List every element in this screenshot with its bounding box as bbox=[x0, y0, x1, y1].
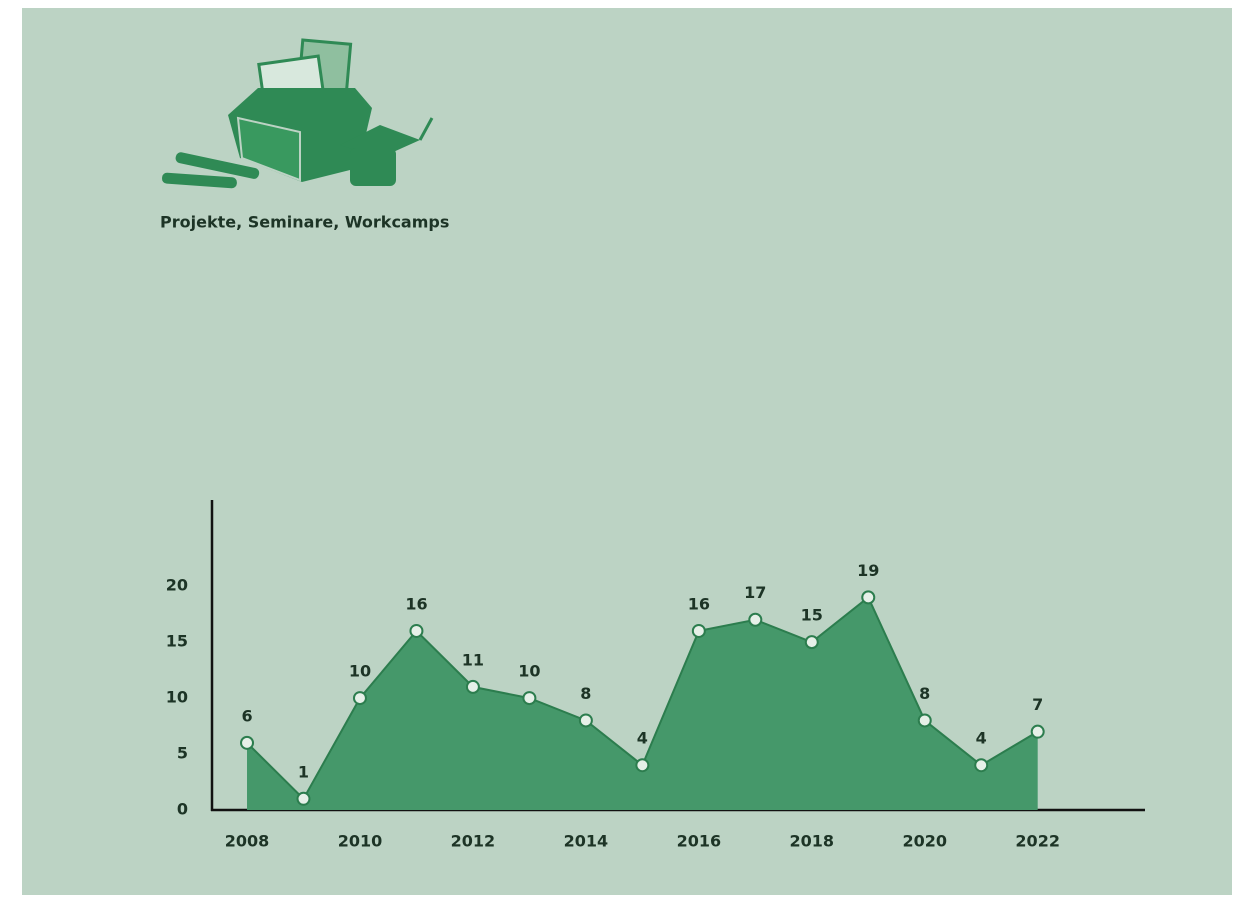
y-tick-label: 20 bbox=[166, 576, 188, 595]
value-label: 7 bbox=[1032, 695, 1043, 714]
marker bbox=[635, 758, 650, 773]
x-tick-label: 2012 bbox=[451, 832, 496, 851]
y-tick-label: 15 bbox=[166, 632, 188, 651]
marker bbox=[240, 735, 255, 750]
value-label: 10 bbox=[349, 662, 371, 681]
value-label: 4 bbox=[976, 729, 987, 748]
marker bbox=[691, 623, 706, 638]
value-label: 8 bbox=[580, 684, 591, 703]
area bbox=[247, 597, 1038, 810]
value-label: 8 bbox=[919, 684, 930, 703]
marker bbox=[861, 590, 876, 605]
value-label: 1 bbox=[298, 762, 309, 781]
x-tick-label: 2022 bbox=[1015, 832, 1060, 851]
marker bbox=[296, 791, 311, 806]
x-tick-label: 2018 bbox=[790, 832, 835, 851]
x-tick-label: 2014 bbox=[564, 832, 609, 851]
y-tick-label: 5 bbox=[177, 744, 188, 763]
y-tick-label: 10 bbox=[166, 688, 188, 707]
marker bbox=[465, 679, 480, 694]
x-tick-label: 2020 bbox=[902, 832, 947, 851]
marker bbox=[578, 713, 593, 728]
value-label: 19 bbox=[857, 561, 879, 580]
marker bbox=[1030, 724, 1045, 739]
marker bbox=[522, 691, 537, 706]
value-label: 16 bbox=[405, 594, 427, 613]
chart-title: Projekte, Seminare, Workcamps bbox=[160, 213, 449, 232]
y-tick-label: 0 bbox=[177, 800, 188, 819]
marker bbox=[804, 635, 819, 650]
value-label: 16 bbox=[688, 594, 710, 613]
marker bbox=[917, 713, 932, 728]
x-tick-label: 2016 bbox=[677, 832, 722, 851]
marker bbox=[748, 612, 763, 627]
marker bbox=[974, 758, 989, 773]
value-label: 10 bbox=[518, 662, 540, 681]
value-label: 11 bbox=[462, 650, 484, 669]
marker bbox=[409, 623, 424, 638]
value-label: 6 bbox=[241, 706, 252, 725]
marker bbox=[352, 691, 367, 706]
value-label: 4 bbox=[637, 729, 648, 748]
x-tick-label: 2010 bbox=[338, 832, 383, 851]
icon bbox=[162, 38, 434, 189]
value-label: 15 bbox=[801, 606, 823, 625]
value-label: 17 bbox=[744, 583, 766, 602]
x-tick-label: 2008 bbox=[225, 832, 270, 851]
